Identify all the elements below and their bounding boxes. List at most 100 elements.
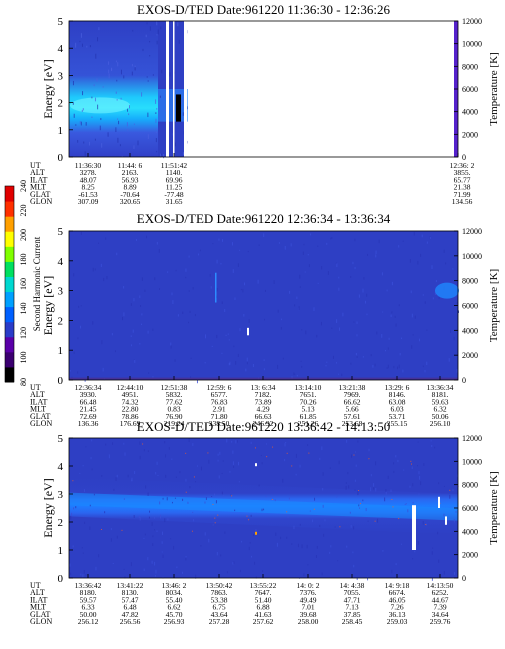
spectrogram-noise xyxy=(164,441,166,444)
orbit-value: 256.10 xyxy=(430,419,451,428)
spectrogram-noise xyxy=(363,277,365,280)
y-tick-label: 3 xyxy=(58,70,64,82)
colorbar-tick-label: 120 xyxy=(19,327,28,339)
spectrogram-noise xyxy=(171,458,173,460)
y2-tick-label: 6000 xyxy=(462,302,478,311)
orbit-value: 8.89 xyxy=(123,183,136,192)
spectrogram-noise xyxy=(98,554,100,558)
spectrogram-noise xyxy=(115,477,117,481)
spectrogram-noise xyxy=(72,80,74,86)
orbit-row-label: ILAT xyxy=(30,397,47,406)
spectrogram-noise xyxy=(254,561,256,565)
spectrogram-noise xyxy=(139,441,141,445)
spectrogram-noise xyxy=(85,574,87,576)
spectrogram-noise xyxy=(89,141,91,146)
y2-axis-label: Temperature [K] xyxy=(488,471,500,544)
spectrogram-noise xyxy=(397,459,399,463)
y-tick-label: 0 xyxy=(58,152,64,164)
spectrogram-noise xyxy=(132,29,134,32)
spectrogram-noise xyxy=(381,333,383,338)
spectrogram-noise xyxy=(387,347,389,350)
spectrogram-noise xyxy=(141,92,143,97)
y2-tick-label: 4000 xyxy=(462,527,478,536)
spectrogram-noise xyxy=(157,474,159,477)
spectrogram-noise xyxy=(223,495,225,497)
spectrogram-noise xyxy=(221,301,223,305)
spectrogram-noise xyxy=(162,531,164,535)
spectrogram-speck xyxy=(313,508,315,510)
spectrogram-noise xyxy=(411,313,413,318)
orbit-value: 6.32 xyxy=(433,405,446,414)
y2-tick-label: 12000 xyxy=(462,227,482,236)
colorbar-title: Second Harmonic Current xyxy=(32,236,42,331)
spectrogram-noise xyxy=(347,471,349,475)
spectrogram-noise xyxy=(194,313,196,317)
spectrogram-noise xyxy=(92,321,94,325)
spectrogram-noise xyxy=(372,364,374,368)
spectrogram-noise xyxy=(248,319,250,323)
spectrogram-noise xyxy=(403,469,405,471)
spectrogram-noise xyxy=(322,472,324,476)
spectrogram-noise xyxy=(419,475,421,480)
spectrogram-noise xyxy=(232,562,234,565)
spectrogram-noise xyxy=(393,462,395,465)
orbit-row-label: MLT xyxy=(30,603,46,612)
spectrogram-noise xyxy=(82,574,84,578)
spectrogram-noise xyxy=(200,466,202,471)
spectrogram-noise xyxy=(354,238,356,242)
orbit-value: -61.53 xyxy=(78,190,98,199)
spectrogram-noise xyxy=(370,487,372,492)
spectrogram-noise xyxy=(133,145,135,150)
spectrogram-noise xyxy=(238,481,240,483)
spectrogram-noise xyxy=(138,515,140,519)
spectrogram-noise xyxy=(293,372,295,376)
spectrogram-noise xyxy=(316,334,318,338)
orbit-value: 6.03 xyxy=(390,405,403,414)
spectrogram-noise xyxy=(336,263,338,268)
spectrogram-noise xyxy=(234,297,236,300)
y2-tick-label: 6000 xyxy=(462,85,478,94)
spectrogram-noise xyxy=(357,440,359,443)
spectrogram-noise xyxy=(146,235,148,239)
spectrogram-noise xyxy=(376,331,378,335)
spectrogram-noise xyxy=(297,543,299,548)
orbit-row-label: UT xyxy=(30,161,41,170)
spectrogram-noise xyxy=(123,75,125,79)
spectrogram-noise xyxy=(195,574,197,579)
spectrogram-noise xyxy=(250,514,252,517)
spectrogram-noise xyxy=(84,489,86,492)
spectrogram-noise xyxy=(263,508,265,511)
spectrogram-noise xyxy=(417,465,419,467)
spectrogram-noise xyxy=(322,487,324,491)
spectrogram-noise xyxy=(156,34,158,36)
spectrogram-band xyxy=(69,21,158,157)
spectrogram-noise xyxy=(387,364,389,369)
y-tick-label: 1 xyxy=(58,345,64,357)
spectrogram-noise xyxy=(365,507,367,512)
spectrogram-noise xyxy=(234,509,236,512)
orbit-value: 219.24 xyxy=(164,419,185,428)
spectrogram-speck xyxy=(271,498,273,500)
spectrogram-noise xyxy=(295,473,297,476)
spectrogram-noise xyxy=(331,327,333,329)
spectrogram-noise xyxy=(185,557,187,561)
orbit-value: 13:46: 2 xyxy=(162,581,187,590)
spectrogram-noise xyxy=(329,551,331,554)
orbit-value: 0.83 xyxy=(167,405,180,414)
spectrogram-noise xyxy=(430,440,432,442)
spectrogram-noise xyxy=(216,334,218,339)
orbit-row-label: ILAT xyxy=(30,595,47,604)
spectrogram-spike xyxy=(247,327,249,336)
y2-axis-label: Temperature [K] xyxy=(488,269,500,342)
spectrogram-noise xyxy=(281,318,283,321)
spectrogram-noise xyxy=(77,371,79,374)
spectrogram-noise xyxy=(263,359,265,362)
spectrogram-speck xyxy=(286,511,288,513)
spectrogram-noise xyxy=(143,449,145,452)
spectrogram-noise xyxy=(89,504,91,507)
spectrogram-noise xyxy=(237,263,239,267)
colorbar-swatch xyxy=(5,261,14,277)
spectrogram-noise xyxy=(233,561,235,564)
orbit-row-label: UT xyxy=(30,383,41,392)
spectrogram-noise xyxy=(159,514,161,519)
